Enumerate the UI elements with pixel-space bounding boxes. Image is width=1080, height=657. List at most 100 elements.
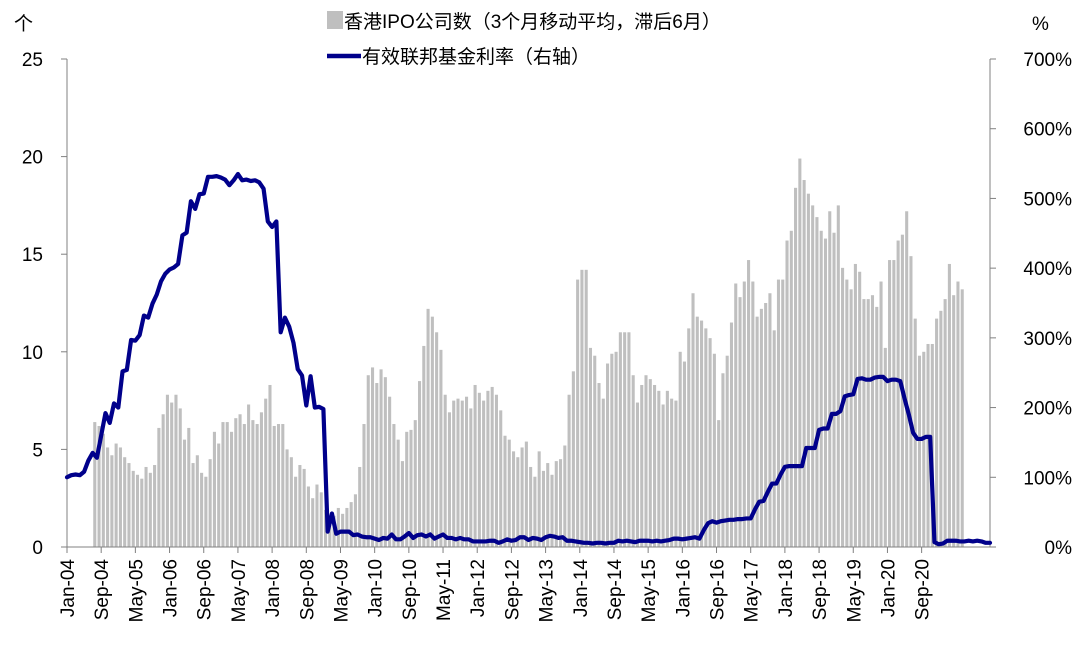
bar [559,459,563,547]
bar [794,187,798,547]
bar [751,281,755,547]
x-tick-label: Sep-20 [913,559,934,620]
bar [247,404,251,547]
x-tick-label: May-19 [844,559,865,622]
bar [708,338,712,547]
bar [687,328,691,547]
left-tick-label: 25 [22,50,43,71]
bar [960,289,964,547]
bar [439,349,443,547]
bar [396,439,400,547]
bar [721,373,725,547]
x-tick-label: Sep-12 [502,559,523,620]
bar [883,347,887,547]
bar-series [93,158,964,548]
bar [259,412,263,547]
tick-labels: 0 5 10 15 20 25 0% 100% 200% 300% 400% 500% 600% 700%… [22,50,1072,622]
bar [815,217,819,548]
bar [388,396,392,547]
bar [926,343,930,547]
bar [802,180,806,547]
right-tick-label: 600% [1023,120,1072,141]
bar [170,402,174,547]
bar [447,412,451,547]
bar [118,447,122,547]
bar [289,457,293,547]
bar [623,332,627,547]
bar [580,269,584,547]
bar [512,451,516,547]
x-tick-label: Jan-20 [878,559,899,617]
bar [187,427,191,547]
bar [106,447,110,547]
bar [418,381,422,547]
bar [695,316,699,547]
bar [554,461,558,547]
bar [516,457,520,547]
left-axis-unit: 个 [14,13,33,35]
bar [704,328,708,547]
bar [131,470,135,547]
bar [349,502,353,547]
bar [426,308,430,547]
bar [370,367,375,547]
bar [811,205,815,547]
bar [392,424,396,547]
bar [358,466,362,547]
x-tick-label: Jan-08 [263,559,284,617]
x-tick-label: Sep-14 [605,559,626,621]
bar [853,263,857,547]
bar [571,371,575,547]
bar [328,519,332,547]
bar [593,355,597,547]
bar [836,205,840,547]
bar [700,320,704,547]
bar [272,425,276,547]
bar [469,408,473,547]
bar [755,316,759,547]
bar [499,410,503,547]
right-tick-label: 400% [1023,259,1072,280]
bar [123,457,127,547]
bar [217,443,221,547]
bar [567,394,571,547]
bar [640,384,644,547]
bar [781,279,785,547]
bar [242,424,246,547]
bar [422,345,426,547]
x-tick-label: Sep-04 [92,559,113,621]
bar [114,443,118,547]
bar [93,422,97,547]
bar [452,400,456,547]
bar [465,396,469,547]
bar [806,193,810,547]
bar [537,451,541,547]
left-tick-label: 0 [32,538,43,559]
bar [294,476,298,547]
legend-bar-label: 香港IPO公司数（3个月移动平均，滞后6月） [344,11,721,33]
bar [909,256,913,547]
bar [494,394,498,547]
bar [546,463,550,547]
bar [785,240,789,548]
bar [311,498,315,547]
bar [405,431,409,547]
bar [268,384,272,547]
bar [849,289,853,547]
bar [631,375,635,547]
bar [178,408,182,547]
bar [234,418,238,547]
bar [644,375,648,547]
bar [507,439,511,547]
bar [776,279,781,547]
bar [482,400,486,547]
x-tick-label: Sep-18 [810,559,831,620]
bar [127,463,131,547]
bar [362,424,366,547]
bar [379,369,383,547]
bar [828,211,832,547]
bar [161,414,165,547]
right-tick-label: 200% [1023,399,1072,420]
